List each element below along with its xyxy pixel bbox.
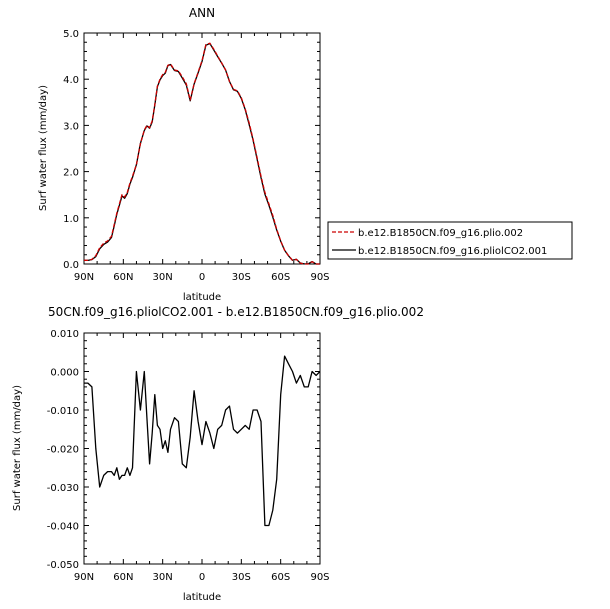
y-tick-label: 3.0 xyxy=(63,121,79,132)
legend-label-series-2: b.e12.B1850CN.f09_g16.pliolCO2.001 xyxy=(358,246,547,257)
y-tick-label: 0.000 xyxy=(50,368,79,379)
legend: b.e12.B1850CN.f09_g16.plio.002 b.e12.B18… xyxy=(327,221,573,260)
y-tick-label: 5.0 xyxy=(63,29,79,40)
top-x-ticks: 90N 60N 30N 0 30S 60S 90S xyxy=(74,33,330,283)
series-line-1 xyxy=(84,42,320,265)
y-tick-label: 2.0 xyxy=(63,168,79,179)
x-tick-label: 30S xyxy=(232,572,251,583)
top-plot-frame xyxy=(83,32,321,265)
x-tick-label: 60S xyxy=(271,572,290,583)
y-tick-label: -0.030 xyxy=(47,483,79,494)
x-tick-label: 0 xyxy=(199,272,205,283)
top-y-axis-label: Surf water flux (mm/day) xyxy=(38,85,49,211)
x-tick-label: 90S xyxy=(310,272,329,283)
bottom-plot-frame xyxy=(83,332,321,565)
top-y-ticks: 0.0 1.0 2.0 3.0 4.0 5.0 xyxy=(63,29,320,271)
top-series-lines xyxy=(84,42,320,265)
series-line-1 xyxy=(84,355,321,527)
y-tick-label: -0.010 xyxy=(47,406,79,417)
bottom-panel: 50CN.f09_g16.pliolCO2.001 - b.e12.B1850C… xyxy=(12,305,424,603)
x-tick-label: 30N xyxy=(153,572,173,583)
x-tick-label: 90N xyxy=(74,572,94,583)
x-tick-label: 90N xyxy=(74,272,94,283)
x-tick-label: 60S xyxy=(271,272,290,283)
bottom-x-ticks: 90N 60N 30N 0 30S 60S 90S xyxy=(74,333,330,583)
y-tick-label: 4.0 xyxy=(63,75,79,86)
x-tick-label: 90S xyxy=(310,572,329,583)
top-panel: ANN 0.01.02.03.04.05.0 90N 60N 30N 0 30S 60S 9… xyxy=(38,6,330,303)
x-tick-label: 60N xyxy=(113,572,133,583)
y-tick-label: 0.0 xyxy=(63,260,79,271)
y-tick-label: -0.040 xyxy=(47,522,79,533)
y-tick-label: 1.0 xyxy=(63,214,79,225)
bottom-y-ticks: -0.050 -0.040 -0.030 -0.020 -0.010 0.000 0.010 xyxy=(47,329,320,571)
top-x-axis-label: latitude xyxy=(183,292,221,303)
top-chart-title: ANN xyxy=(189,6,215,20)
y-tick-label: 0.010 xyxy=(50,329,79,340)
y-tick-label: -0.020 xyxy=(47,445,79,456)
y-tick-label: -0.050 xyxy=(47,560,79,571)
legend-label-series-1: b.e12.B1850CN.f09_g16.plio.002 xyxy=(358,228,523,239)
x-tick-label: 0 xyxy=(199,572,205,583)
bottom-x-axis-label: latitude xyxy=(183,592,221,603)
series-line-2 xyxy=(84,42,320,265)
bottom-series-lines xyxy=(84,355,321,527)
x-tick-label: 60N xyxy=(113,272,133,283)
legend-box xyxy=(327,221,573,260)
x-tick-label: 30N xyxy=(153,272,173,283)
x-tick-label: 30S xyxy=(232,272,251,283)
bottom-y-axis-label: Surf water flux (mm/day) xyxy=(12,385,23,511)
bottom-chart-title: 50CN.f09_g16.pliolCO2.001 - b.e12.B1850C… xyxy=(48,305,424,319)
